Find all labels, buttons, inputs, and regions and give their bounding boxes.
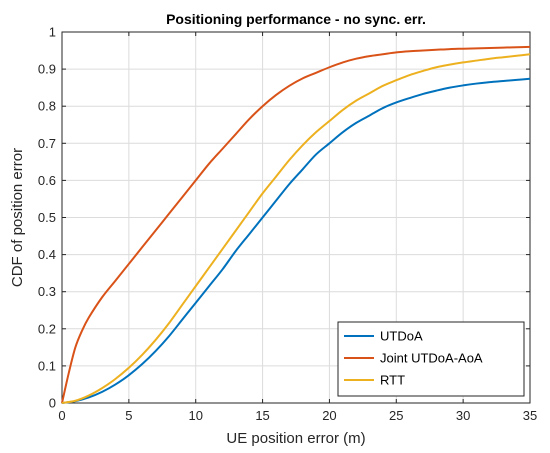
x-tick-label: 15 [255, 408, 269, 423]
x-tick-label: 20 [322, 408, 336, 423]
series-layer [61, 45, 531, 404]
y-tick-label: 0 [49, 396, 56, 411]
y-axis-title: CDF of position error [9, 148, 26, 287]
legend: UTDoA Joint UTDoA-AoA RTT [337, 321, 525, 397]
series-line-utdoa [61, 77, 531, 404]
series-line-joint-utdoa-aoa [61, 45, 531, 404]
y-tick-label: 0.3 [38, 284, 56, 299]
y-tick-label: 0.1 [38, 358, 56, 373]
y-tick-label: 0.6 [38, 173, 56, 188]
y-tick-label: 1 [49, 25, 56, 40]
y-tick-label: 0.2 [38, 321, 56, 336]
y-tick-label: 0.9 [38, 62, 56, 77]
y-tick-label: 0.8 [38, 99, 56, 114]
x-tick-label: 10 [188, 408, 202, 423]
x-axis-title: UE position error (m) [226, 430, 365, 447]
legend-label-rtt: RTT [380, 373, 405, 388]
y-tick-label: 0.5 [38, 210, 56, 225]
x-tick-label: 25 [389, 408, 403, 423]
y-tick-label: 0.4 [38, 247, 56, 262]
tick-layer: 0 5 10 15 20 25 30 35 0 0.1 0.2 0.3 0.4 0.5 0.6 0.7 0.8 0… [38, 25, 537, 424]
grid-layer [61, 31, 531, 404]
chart-title: Positioning performance - no sync. err. [166, 11, 426, 27]
x-tick-label: 35 [523, 408, 537, 423]
legend-label-utdoa: UTDoA [380, 329, 423, 344]
y-tick-label: 0.7 [38, 136, 56, 151]
x-tick-label: 0 [58, 408, 65, 423]
legend-label-joint-utdoa-aoa: Joint UTDoA-AoA [380, 351, 483, 366]
x-tick-label: 5 [125, 408, 132, 423]
x-tick-label: 30 [456, 408, 470, 423]
series-line-rtt [61, 53, 531, 404]
